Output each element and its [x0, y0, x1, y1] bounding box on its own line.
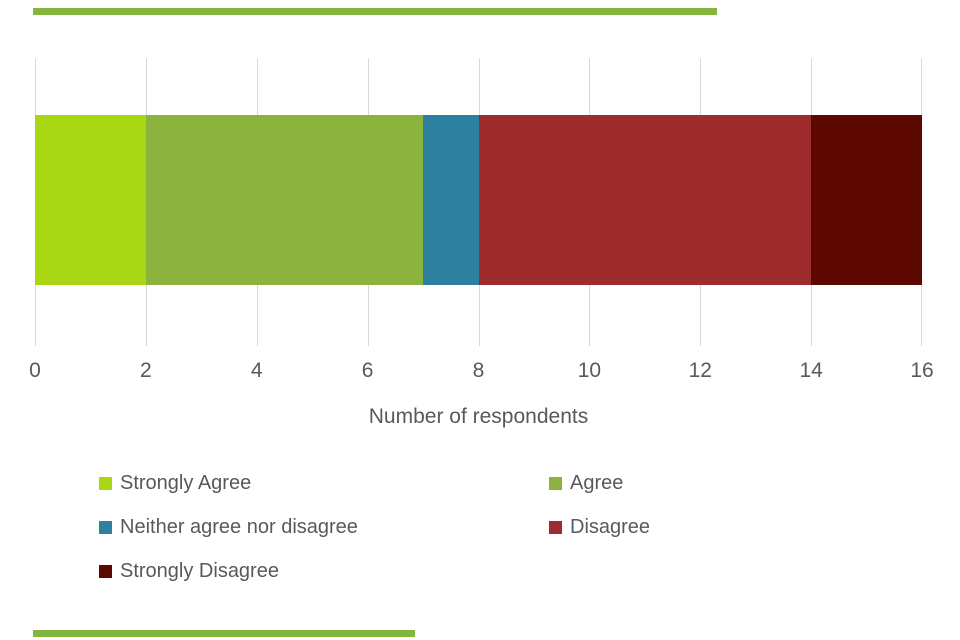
x-tick-label: 10 — [577, 359, 602, 382]
stacked-bar — [35, 115, 922, 285]
legend-swatch — [99, 477, 112, 490]
x-tick-label: 2 — [140, 359, 152, 382]
legend-label: Agree — [570, 472, 624, 494]
bar-segment-agree — [145, 115, 424, 285]
bottom-accent-bar — [33, 630, 415, 637]
legend-swatch — [99, 565, 112, 578]
legend: Strongly Agree Agree Neither agree nor dis… — [99, 472, 650, 583]
plot-area — [35, 58, 922, 346]
legend-swatch — [99, 521, 112, 534]
legend-item: Strongly Disagree — [99, 560, 549, 583]
legend-label: Disagree — [570, 516, 651, 538]
legend-label: Strongly Agree — [120, 472, 252, 494]
legend-swatch — [549, 521, 562, 534]
bar-segment-disagree — [478, 115, 812, 285]
top-accent-bar — [33, 8, 717, 15]
bar-segment-strongly-disagree — [811, 115, 922, 285]
x-tick-label: 8 — [472, 359, 485, 382]
x-axis-title: Number of respondents — [368, 405, 589, 428]
x-tick-label: 6 — [361, 359, 374, 382]
legend-label: Neither agree nor disagree — [120, 516, 358, 538]
legend-item: Neither agree nor disagree — [99, 516, 549, 539]
x-tick-label: 16 — [910, 359, 934, 382]
bar-segment-strongly-agree — [35, 115, 146, 285]
x-tick-label: 12 — [688, 359, 712, 382]
x-tick-label: 0 — [29, 359, 41, 382]
legend-item: Disagree — [549, 516, 650, 539]
x-tick-label: 14 — [799, 359, 823, 382]
legend-item: Strongly Agree — [99, 472, 549, 495]
x-tick-label: 4 — [250, 359, 263, 382]
legend-swatch — [549, 477, 562, 490]
legend-label: Strongly Disagree — [120, 560, 279, 582]
legend-item: Agree — [549, 472, 650, 495]
bar-segment-neither-agree-nor-disagree — [423, 115, 479, 285]
